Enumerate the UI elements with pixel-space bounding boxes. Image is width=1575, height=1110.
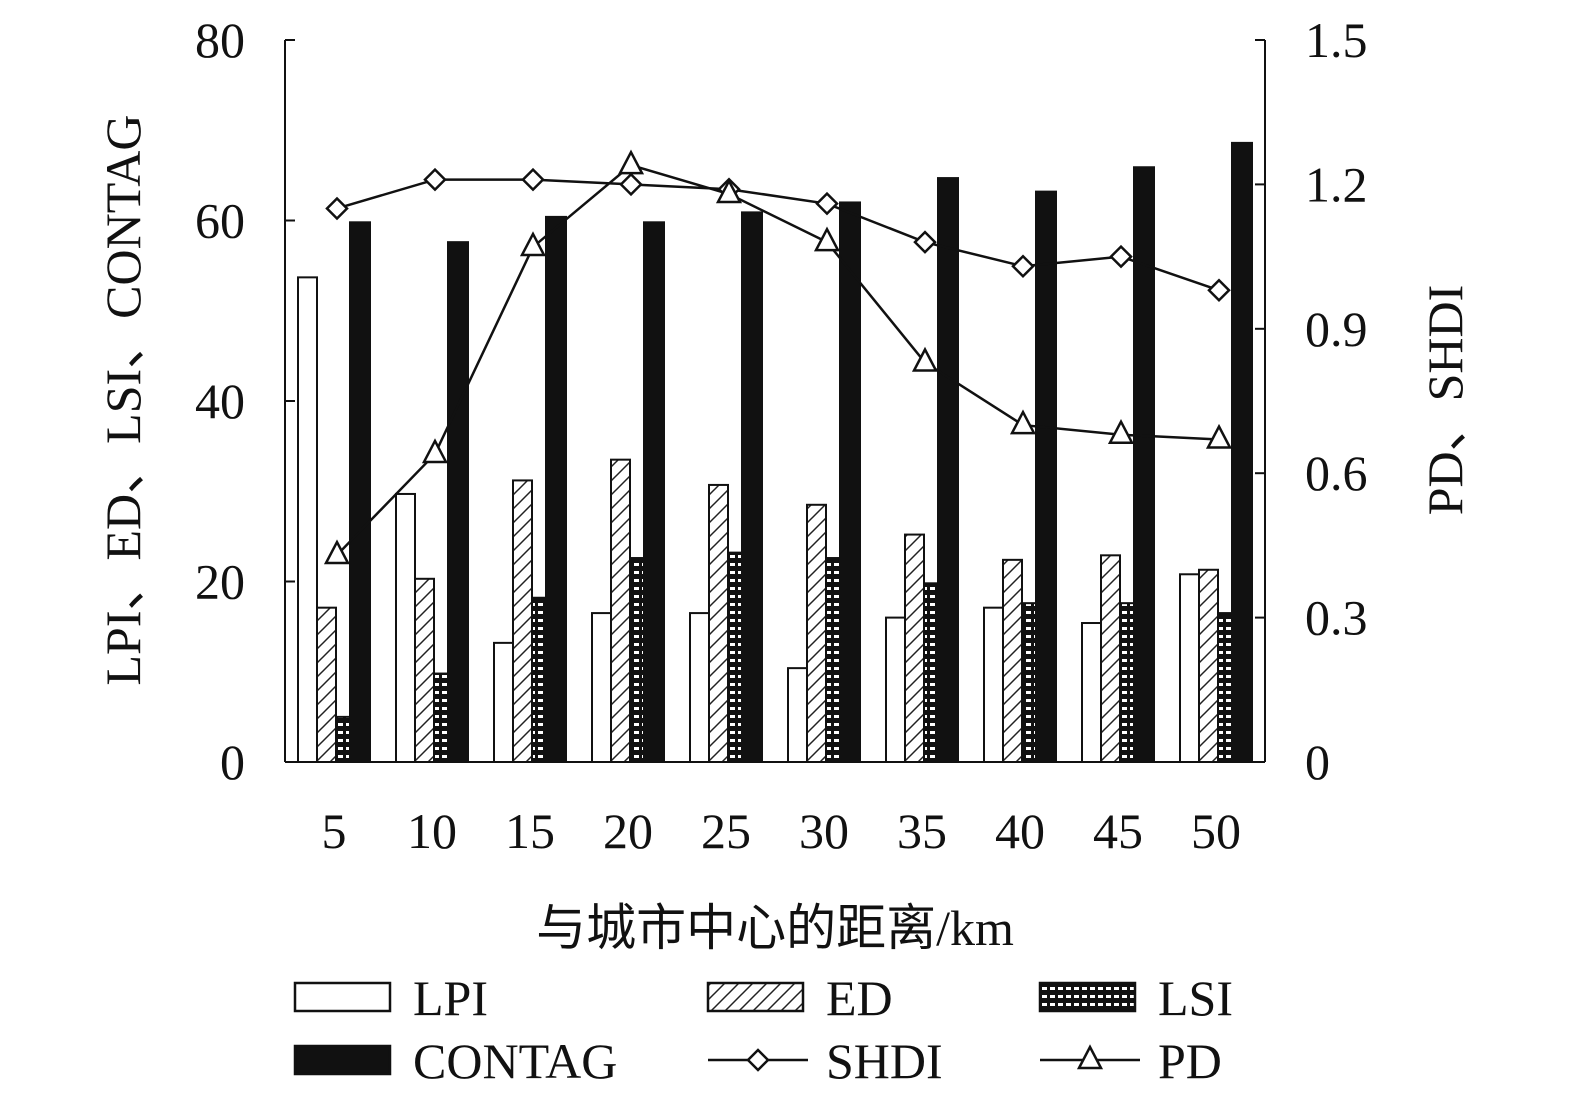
legend-label-pd: PD	[1158, 1033, 1222, 1089]
legend-swatch-lsi	[1038, 981, 1137, 1013]
y2-tick-label: 0.3	[1305, 590, 1368, 646]
point-pd	[1205, 423, 1233, 449]
legend-swatch-lpi	[293, 981, 392, 1013]
bar-lsi	[727, 551, 743, 763]
x-tick-label: 25	[701, 803, 751, 859]
y2-tick-label: 0.9	[1305, 301, 1368, 357]
bar-lsi	[825, 557, 841, 763]
point-shdi	[619, 172, 643, 197]
x-tick-label: 20	[603, 803, 653, 859]
x-tick-label: 10	[407, 803, 457, 859]
bar-ed	[708, 483, 729, 763]
point-shdi	[423, 167, 447, 192]
bar-ed	[414, 577, 435, 763]
bar-contag	[447, 241, 469, 764]
bar-lpi	[1081, 622, 1102, 764]
point-pd	[715, 178, 743, 204]
bar-ed	[512, 479, 533, 763]
bar-contag	[545, 215, 567, 763]
bar-ed	[1100, 554, 1121, 764]
y-tick-label: 80	[195, 12, 245, 68]
bar-contag	[937, 177, 959, 763]
y2-tick-label: 1.2	[1305, 156, 1368, 212]
legend-label-shdi: SHDI	[826, 1033, 943, 1089]
bar-ed	[610, 458, 631, 763]
bar-lsi	[335, 715, 351, 763]
bar-lsi	[923, 582, 939, 763]
point-shdi	[913, 230, 937, 254]
point-pd	[1107, 418, 1135, 444]
y2-tick-label: 1.5	[1305, 12, 1368, 68]
y-tick-label: 20	[195, 554, 245, 610]
y-axis-label: LPI、ED、LSI、CONTAG	[95, 115, 151, 686]
point-pd	[911, 346, 939, 372]
bar-lpi	[787, 667, 808, 764]
x-tick-label: 5	[322, 803, 347, 859]
bar-lsi	[629, 557, 645, 763]
bar-lpi	[493, 641, 514, 763]
point-shdi	[815, 191, 839, 216]
bar-lsi	[531, 596, 547, 763]
bar-contag	[349, 221, 371, 763]
y2-axis-label: PD、SHDI	[1417, 285, 1473, 516]
legend-marker-shdi	[746, 1048, 770, 1072]
x-tick-label: 50	[1191, 803, 1241, 859]
bar-contag	[643, 221, 665, 763]
point-pd	[421, 438, 449, 464]
bar-contag	[1035, 190, 1057, 763]
bar-lsi	[433, 672, 449, 763]
bar-ed	[316, 606, 337, 763]
point-shdi	[1109, 244, 1133, 269]
bar-ed	[1198, 568, 1219, 764]
legend-swatch-ed	[706, 981, 805, 1013]
bar-lpi	[689, 612, 710, 764]
y2-tick-label: 0	[1305, 734, 1330, 790]
x-tick-label: 35	[897, 803, 947, 859]
point-pd	[1009, 409, 1037, 435]
bar-ed	[1002, 558, 1023, 764]
bar-contag	[839, 201, 861, 763]
y-tick-label: 60	[195, 193, 245, 249]
legend-label-lsi: LSI	[1158, 970, 1233, 1026]
bar-lsi	[1021, 602, 1037, 763]
y2-tick-label: 0.6	[1305, 445, 1368, 501]
y-tick-label: 0	[220, 734, 245, 790]
legend-label-contag: CONTAG	[413, 1033, 617, 1089]
bar-lsi	[1217, 612, 1233, 764]
point-shdi	[1011, 254, 1035, 278]
point-shdi	[521, 167, 545, 192]
x-tick-label: 45	[1093, 803, 1143, 859]
legend-label-lpi: LPI	[413, 970, 488, 1026]
x-tick-label: 30	[799, 803, 849, 859]
legend: LPI ED LSI CONTAG SHDI PD	[293, 970, 1233, 1089]
line-shdi	[336, 178, 1220, 292]
bar-contag	[1231, 141, 1253, 763]
point-pd	[519, 231, 547, 257]
x-tick-label: 40	[995, 803, 1045, 859]
bar-lpi	[591, 612, 612, 764]
bar-lpi	[297, 276, 318, 763]
bar-ed	[806, 503, 827, 763]
x-axis-label: 与城市中心的距离/km	[536, 900, 1014, 956]
bar-contag	[1133, 166, 1155, 763]
bar-contag	[741, 211, 763, 763]
legend-marker-pd	[1076, 1044, 1104, 1070]
bar-lpi	[395, 492, 416, 763]
bar-lpi	[983, 606, 1004, 763]
bar-ed	[904, 533, 925, 763]
point-pd	[813, 226, 841, 252]
point-pd	[323, 539, 351, 565]
point-pd	[617, 149, 645, 175]
bar-lsi	[1119, 602, 1135, 763]
point-shdi	[325, 196, 349, 221]
y-tick-label: 40	[195, 373, 245, 429]
legend-swatch-contag	[293, 1044, 392, 1076]
bar-lpi	[885, 616, 906, 763]
x-tick-label: 15	[505, 803, 555, 859]
legend-label-ed: ED	[826, 970, 893, 1026]
point-shdi	[1207, 278, 1231, 303]
line-pd	[336, 163, 1220, 556]
bar-lpi	[1179, 573, 1200, 764]
